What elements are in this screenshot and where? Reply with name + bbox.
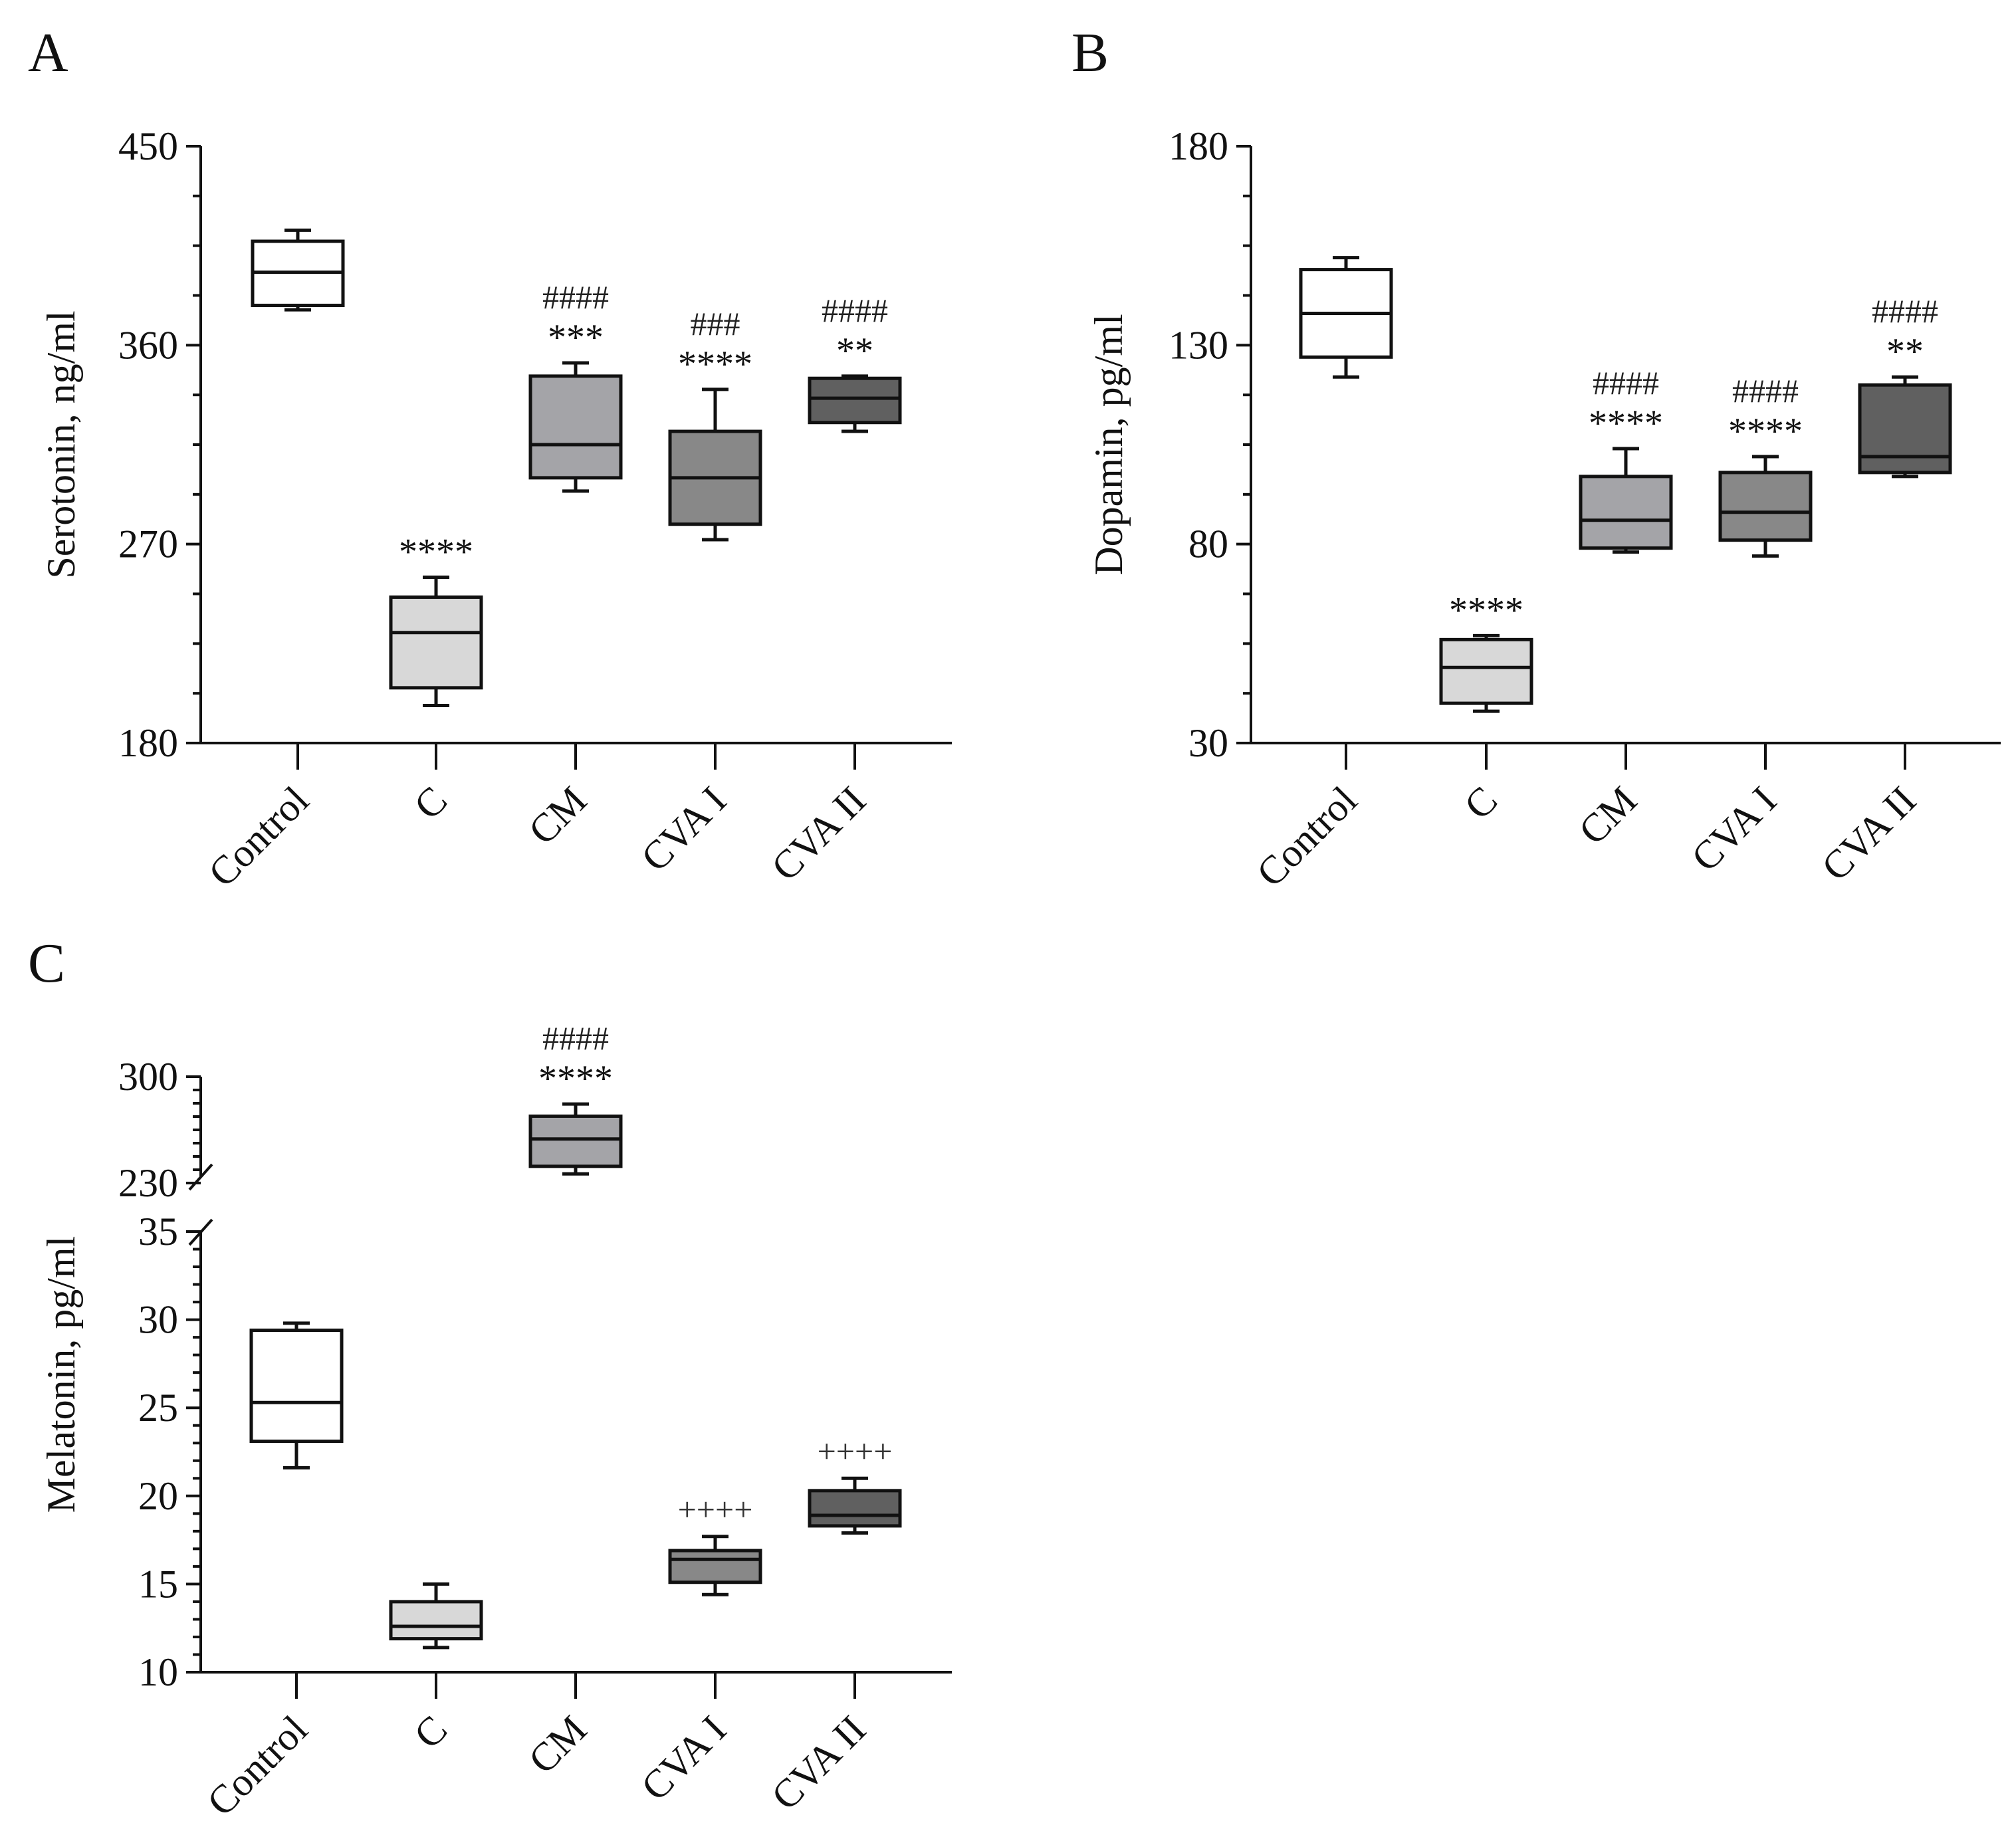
box-iqr [1439,637,1533,705]
significance-hashes: #### [1732,372,1799,409]
box-iqr [389,595,483,690]
significance-stars: **** [1589,403,1663,444]
y-tick-label: 15 [138,1562,178,1606]
panel-a-y-axis-title: Serotonin, ng/ml [39,310,83,578]
significance-stars: **** [538,1058,613,1099]
y-tick-label: 180 [1169,124,1228,168]
y-tick-label: 360 [118,323,178,367]
box-plot-cva-i [668,387,762,542]
significance-stars: **** [399,532,473,573]
panel-c-y-axis-title: Melatonin, pg/ml [39,1236,83,1513]
significance-hashes: #### [1593,364,1659,401]
box-plot-c [1439,633,1533,713]
box-plot-cm [1579,447,1673,554]
significance-plus: ++++ [678,1491,753,1528]
y-tick-label: 30 [1188,721,1228,765]
box-iqr [668,1549,762,1584]
box-iqr [1579,475,1673,550]
box-plot-cva-ii [808,374,902,433]
significance-hashes: #### [1872,292,1938,330]
significance-hashes: #### [822,292,888,329]
box-iqr [528,1114,623,1168]
panel-b-y-ticks: 30 80 130 180 [1169,124,1251,765]
box-plot-c [389,576,483,707]
y-tick-label: 270 [118,522,178,566]
significance-stars: ** [1886,331,1924,372]
y-tick-label: 25 [138,1386,178,1430]
y-tick-label: 35 [138,1210,178,1253]
significance-stars: **** [1449,590,1523,631]
box-plot-cva-ii [1858,375,1952,479]
box-iqr [1718,471,1813,542]
significance-stars: ** [836,330,873,372]
box-iqr [808,1489,902,1528]
significance-hashes: #### [542,278,609,316]
box-plot-cm [528,361,623,493]
panel-letter-b: B [1071,22,1109,84]
significance-hashes: ### [691,305,740,342]
panel-c-annotations: ****#### ++++ ++++ [538,1020,892,1528]
panel-b-boxes [1299,256,1952,713]
y-tick-label: 450 [118,124,178,168]
box-plot-control [251,228,345,312]
y-tick-label: 300 [118,1055,178,1099]
y-tick-label: 80 [1188,522,1228,566]
panel-a-boxes [251,228,902,707]
box-plot-cva-i [1718,455,1813,558]
significance-plus: ++++ [818,1432,893,1469]
box-plot-cva-i [668,1535,762,1596]
box-iqr [528,374,623,480]
y-tick-label: 230 [118,1161,178,1205]
panel-c-y-ticks: 10 15 20 25 30 35 230 300 [118,1055,201,1694]
box-plot-cm [528,1102,623,1176]
significance-stars: **** [678,344,752,385]
panel-letter-c: C [28,932,65,994]
y-tick-label: 10 [138,1650,178,1694]
box-iqr [389,1600,483,1641]
box-iqr [808,376,902,425]
significance-stars: *** [548,317,604,358]
y-tick-label: 130 [1169,323,1228,367]
box-iqr [249,1329,344,1444]
y-tick-label: 180 [118,721,178,765]
box-plot-cva-ii [808,1476,902,1535]
box-plot-c [389,1582,483,1650]
panel-c-boxes [249,1102,902,1650]
panel-c-axis-break-upper [188,1163,213,1191]
box-plot-control [249,1321,344,1469]
panel-a-y-ticks: 180 270 360 450 [118,124,201,765]
panel-a-annotations: *******####****###**#### [399,278,888,573]
panel-b-annotations: ********####****####**#### [1449,292,1938,631]
y-tick-label: 30 [138,1298,178,1342]
panel-b-y-axis-title: Dopamin, pg/ml [1087,314,1131,575]
panel-letter-a: A [28,22,68,84]
box-plot-control [1299,256,1393,379]
significance-hashes: #### [542,1020,609,1057]
significance-stars: **** [1728,411,1803,452]
box-iqr [1858,383,1952,475]
y-tick-label: 20 [138,1474,178,1518]
